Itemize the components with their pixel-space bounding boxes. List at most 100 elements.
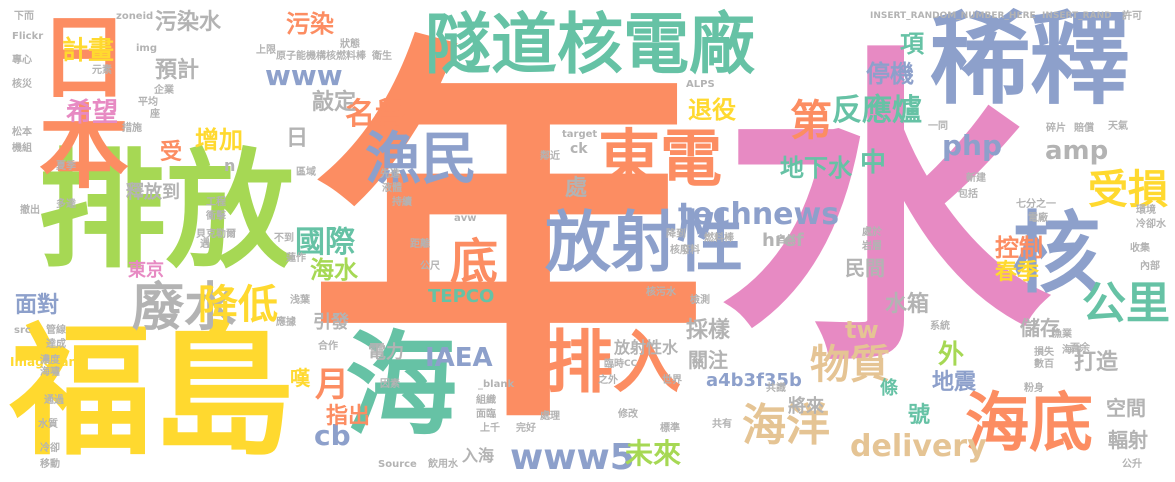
- word: 核: [1012, 202, 1101, 305]
- word: 距離: [410, 239, 430, 250]
- word: 企業: [154, 85, 174, 96]
- word: TEPCO: [428, 286, 495, 307]
- word: 外: [938, 340, 965, 370]
- word: avw: [454, 213, 477, 224]
- word: 共識: [766, 383, 786, 394]
- word: 水箱: [885, 292, 930, 317]
- word: delivery: [850, 429, 987, 464]
- word: 公尺: [420, 261, 440, 272]
- word: 因素: [380, 379, 400, 390]
- word: 年: [308, 7, 708, 472]
- word: 措施: [122, 123, 142, 134]
- word: 冷卻: [40, 443, 60, 454]
- word: 濃度: [40, 355, 60, 366]
- word: 條: [880, 378, 898, 399]
- word: 停機: [866, 60, 914, 88]
- word: www5: [510, 437, 635, 478]
- word: 地下水: [780, 154, 852, 182]
- word: 許可: [1122, 11, 1142, 22]
- word: 處於: [862, 227, 882, 238]
- word: zoneid: [116, 11, 154, 22]
- word: 修改: [618, 409, 638, 420]
- word: 電力: [368, 342, 404, 363]
- word: 廢水: [132, 278, 237, 338]
- word: 未來: [625, 437, 682, 470]
- word: 損失: [1034, 347, 1054, 358]
- word: 飲用水: [428, 459, 458, 470]
- word: src: [14, 325, 31, 336]
- word: 公里: [1082, 278, 1170, 329]
- word: 粉身: [1024, 383, 1044, 394]
- word: 遇: [200, 239, 210, 250]
- word: 日: [286, 126, 309, 151]
- word: 降低: [198, 282, 278, 328]
- word: 空間: [1106, 396, 1146, 420]
- word: 打造: [1074, 350, 1119, 375]
- word: 處: [565, 176, 588, 201]
- word: 東京: [128, 260, 164, 281]
- word: 核災: [12, 79, 32, 90]
- word: 狀態: [340, 39, 360, 50]
- word: 水質: [38, 419, 58, 430]
- word: 放射性水: [614, 338, 679, 357]
- word: 完好: [516, 423, 536, 434]
- word: 下而: [14, 11, 34, 22]
- word: href: [762, 230, 804, 251]
- word: 數百: [1034, 359, 1054, 370]
- word: 輻射: [1108, 428, 1148, 452]
- word: 反應爐: [832, 93, 922, 128]
- word: 污染: [286, 10, 334, 38]
- word: 海岸: [1062, 345, 1082, 356]
- word: ALPS: [686, 79, 715, 90]
- word: n: [224, 156, 236, 175]
- word: 希望: [66, 98, 119, 128]
- word: Source: [378, 459, 417, 470]
- word: 世界: [662, 375, 682, 386]
- word: 通過: [44, 395, 64, 406]
- word: 合作: [318, 341, 338, 352]
- word: 天氣: [1108, 121, 1128, 132]
- word: 自然: [776, 235, 796, 246]
- word: a4b3f35b: [706, 370, 802, 391]
- word: 指出: [326, 404, 371, 429]
- word: Flickr: [12, 31, 44, 42]
- word: www: [265, 59, 343, 92]
- word: 撤出: [20, 205, 40, 216]
- word: 海洋: [742, 400, 830, 451]
- word: 蓮作: [286, 253, 306, 264]
- word: 稀釋: [930, 1, 1130, 118]
- word: 月: [315, 365, 349, 405]
- word: 排放: [38, 137, 295, 286]
- word: 民間: [845, 256, 885, 280]
- word: cb: [314, 419, 351, 452]
- word: 標準: [660, 423, 680, 434]
- word: tw: [845, 316, 879, 344]
- word: 工程: [206, 197, 226, 208]
- word: 原子能機構: [276, 51, 326, 62]
- word: 海底: [965, 387, 1093, 461]
- word: 燃料棒: [704, 233, 734, 244]
- word: 海嘯: [40, 367, 60, 378]
- word: 環境: [1136, 205, 1156, 216]
- word: 增加: [195, 126, 243, 154]
- word: 專心: [12, 55, 32, 66]
- word: 檢測: [690, 295, 710, 306]
- word: 區域: [296, 167, 316, 178]
- word: 內部: [1140, 261, 1160, 272]
- word: 地震: [932, 370, 977, 395]
- word: 碎片: [1046, 123, 1066, 134]
- word: 之外: [598, 375, 618, 386]
- word: 排入: [545, 324, 682, 403]
- word: 衛生: [372, 51, 392, 62]
- word: php: [942, 129, 1003, 162]
- word: 海水: [310, 256, 358, 284]
- word: 管線: [46, 325, 66, 336]
- word: 臨時: [604, 359, 624, 370]
- word: 將來: [788, 396, 824, 417]
- word: 物質: [810, 342, 890, 388]
- word: 平均: [138, 97, 158, 108]
- word: 移動: [40, 459, 60, 470]
- word: 東電: [598, 122, 723, 195]
- word: 放射性: [545, 204, 743, 281]
